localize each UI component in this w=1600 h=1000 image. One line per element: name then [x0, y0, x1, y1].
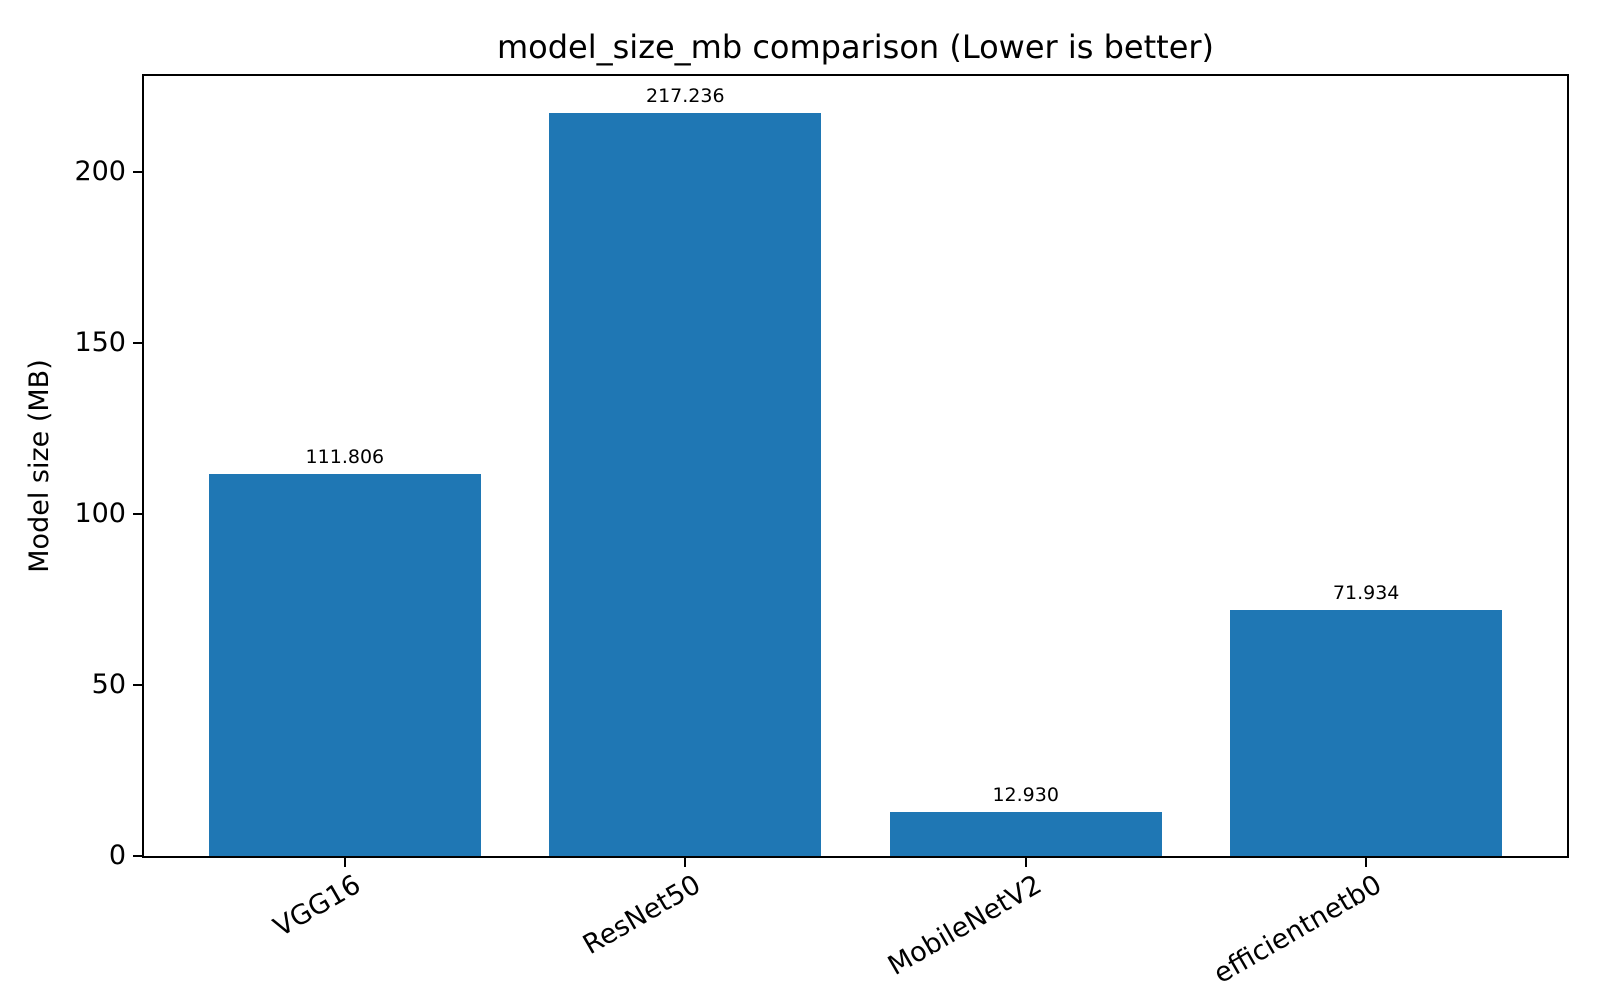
bar-value-label: 71.934 [1332, 581, 1400, 604]
y-tick-label: 50 [91, 668, 126, 700]
x-tick-label: efficientnetb0 [1208, 869, 1388, 990]
y-tick [133, 855, 142, 857]
x-tick [684, 858, 687, 867]
y-tick-label: 150 [74, 326, 126, 358]
y-tick-label: 100 [74, 497, 126, 529]
x-tick-label: VGG16 [268, 869, 366, 944]
y-tick [133, 512, 142, 515]
y-tick-label: 0 [108, 840, 126, 871]
y-tick [133, 170, 142, 173]
x-tick [1365, 858, 1368, 867]
x-tick-label: MobileNetV2 [882, 869, 1047, 982]
bar-value-label: 12.930 [992, 783, 1059, 806]
x-tick [1024, 858, 1027, 867]
x-tick [343, 858, 346, 867]
bar-value-label: 111.806 [305, 445, 385, 468]
x-tick-label: ResNet50 [578, 869, 707, 961]
y-tick [133, 341, 142, 344]
y-tick [133, 683, 142, 686]
y-axis-label: Model size (MB) [24, 359, 55, 573]
bar [1229, 609, 1503, 856]
bar [889, 811, 1162, 856]
bar [549, 112, 822, 856]
plot-area: 0 50 100 150 200 111.806 VGG16 217.236 ResNet50 1… [74, 74, 1569, 990]
y-tick-label: 200 [74, 155, 126, 187]
chart-title: model_size_mb comparison (Lower is bette… [496, 28, 1215, 66]
bar-value-label: 217.236 [645, 84, 725, 107]
bar [208, 473, 482, 856]
